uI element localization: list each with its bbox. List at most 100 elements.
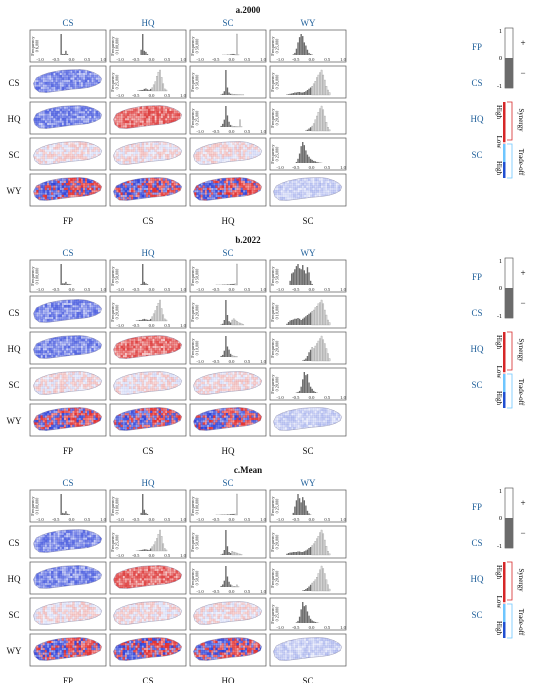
map-cell — [38, 89, 40, 92]
map-cell — [293, 197, 295, 200]
map-cell — [165, 145, 167, 148]
map-cell — [38, 84, 40, 87]
map-cell — [45, 312, 47, 315]
map-cell — [148, 154, 150, 157]
map-cell — [76, 120, 78, 123]
map-cell — [228, 178, 230, 181]
map-cell — [239, 147, 241, 150]
map-cell — [308, 192, 310, 195]
map-cell — [81, 303, 83, 306]
map-cell — [152, 192, 154, 195]
map-cell — [137, 188, 139, 191]
map-cell — [74, 181, 76, 184]
map-cell — [53, 84, 55, 87]
map-cell — [148, 116, 150, 119]
map-cell — [47, 87, 49, 90]
histogram-xtick: 1.0 — [180, 287, 186, 292]
map-cell — [243, 181, 245, 184]
map-cell — [125, 188, 127, 191]
map-cell — [129, 185, 131, 188]
map-cell — [159, 116, 161, 119]
map-cell — [256, 147, 258, 150]
map-cell — [232, 145, 234, 148]
histogram-bar — [305, 316, 306, 325]
map-cell — [43, 75, 45, 78]
map-cell — [152, 113, 154, 116]
map-cell — [120, 123, 122, 126]
map-cell — [68, 75, 70, 78]
map-cell — [93, 116, 95, 119]
map-cell — [76, 178, 78, 181]
map-cell — [98, 80, 100, 83]
map-cell — [176, 185, 178, 188]
map-cell — [51, 123, 53, 126]
map-cell — [64, 154, 66, 157]
map-cell — [213, 152, 215, 155]
map-cell — [253, 154, 255, 157]
map-cell — [196, 188, 198, 191]
map-cell — [236, 188, 238, 191]
map-cell — [89, 118, 91, 121]
map-cell — [38, 312, 40, 315]
map-cell — [239, 188, 241, 191]
map-cell — [123, 113, 125, 116]
map-cell — [148, 188, 150, 191]
map-cell — [308, 188, 310, 191]
map-cell — [226, 145, 228, 148]
histogram-xtick: 0.0 — [229, 129, 235, 134]
map-cell — [49, 116, 51, 119]
histogram-bar — [291, 320, 292, 325]
map-cell — [310, 195, 312, 198]
map-cell — [228, 192, 230, 195]
histogram-bar — [297, 159, 298, 163]
map-cell — [278, 192, 280, 195]
map-cell — [159, 188, 161, 191]
map-cell — [144, 149, 146, 152]
map-cell — [70, 116, 72, 119]
map-cell — [142, 190, 144, 193]
map-cell — [135, 154, 137, 157]
map-cell — [127, 118, 129, 121]
map-cell — [159, 142, 161, 145]
map-cell — [72, 300, 74, 303]
map-cell — [62, 109, 64, 112]
map-cell — [215, 159, 217, 162]
map-cell — [129, 111, 131, 114]
map-cell — [45, 149, 47, 152]
map-cell — [144, 185, 146, 188]
map-cell — [36, 152, 38, 155]
map-cell — [146, 183, 148, 186]
map-cell — [66, 192, 68, 195]
histogram-xtick: -1.0 — [196, 129, 204, 134]
map-cell — [79, 113, 81, 116]
map-cell — [133, 149, 135, 152]
map-cell — [51, 188, 53, 191]
map-cell — [55, 314, 57, 317]
map-cell — [131, 195, 133, 198]
map-cell — [148, 142, 150, 145]
map-cell — [57, 156, 59, 159]
map-cell — [205, 183, 207, 186]
map-cell — [55, 317, 57, 320]
map-cell — [129, 149, 131, 152]
map-cell — [98, 310, 100, 313]
map-cell — [83, 314, 85, 317]
map-cell — [226, 147, 228, 150]
map-cell — [40, 152, 42, 155]
map-cell — [163, 192, 165, 195]
map-cell — [171, 188, 173, 191]
map-cell — [234, 181, 236, 184]
map-cell — [131, 159, 133, 162]
map-cell — [285, 190, 287, 193]
map-cell — [144, 109, 146, 112]
map-cell — [62, 181, 64, 184]
map-cell — [152, 109, 154, 112]
map-cell — [125, 183, 127, 186]
map-cell — [253, 147, 255, 150]
map-cell — [51, 120, 53, 123]
map-cell — [51, 113, 53, 116]
map-cell — [228, 147, 230, 150]
map-cell — [120, 188, 122, 191]
map-cell — [241, 156, 243, 159]
map-cell — [295, 185, 297, 188]
